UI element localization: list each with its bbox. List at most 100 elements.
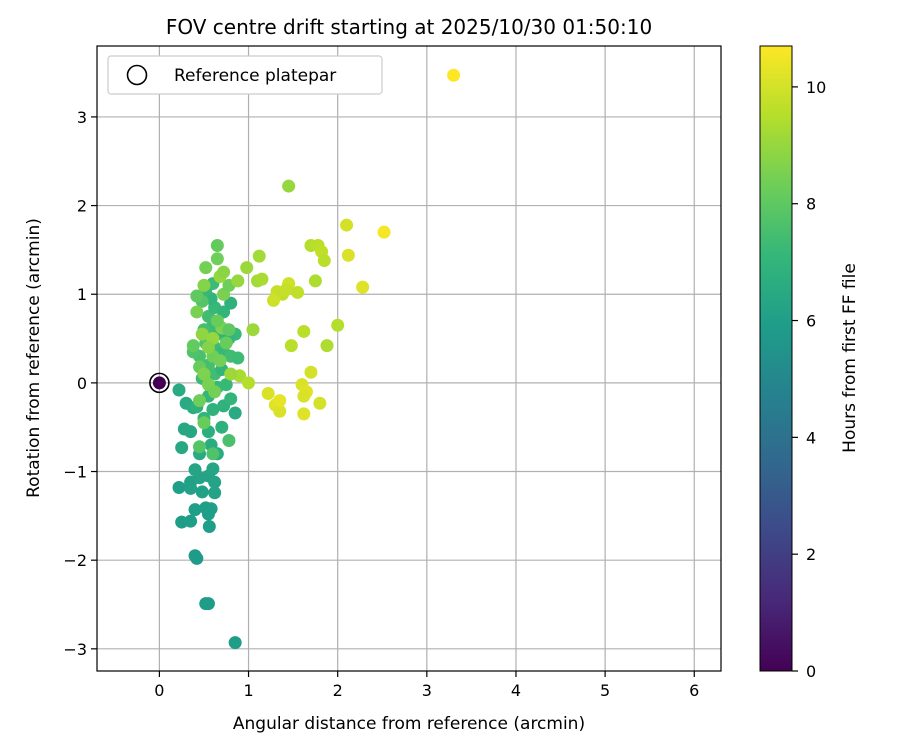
colorbar-tick-label: 0 — [806, 662, 816, 681]
legend: Reference platepar — [107, 55, 383, 95]
colorbar-tick-label: 6 — [806, 312, 816, 331]
data-point — [246, 323, 260, 337]
x-axis-label: Angular distance from reference (arcmin) — [233, 714, 585, 734]
data-point — [317, 254, 331, 268]
plot-area: 0 1 2 3 4 5 6 −3 −2 −1 0 1 2 3 — [63, 45, 722, 700]
data-point — [282, 179, 296, 193]
plot-frame — [96, 45, 722, 672]
data-point — [208, 486, 222, 500]
data-point — [201, 340, 215, 354]
data-point — [252, 249, 266, 263]
data-point — [202, 519, 216, 533]
data-point — [222, 434, 236, 448]
data-point — [208, 385, 222, 399]
data-point — [356, 280, 370, 294]
x-tick-label: 0 — [154, 681, 164, 700]
data-point — [184, 481, 198, 495]
legend-label: Reference platepar — [174, 66, 336, 86]
data-point — [224, 367, 238, 381]
x-tick-label: 3 — [422, 681, 432, 700]
y-tick-label: 3 — [77, 108, 87, 127]
data-point — [215, 420, 229, 434]
data-point — [210, 238, 224, 252]
x-tick-label: 6 — [689, 681, 699, 700]
y-tick-label: −3 — [63, 640, 87, 659]
data-point — [195, 327, 209, 341]
data-point — [184, 514, 198, 528]
reference-ring — [149, 372, 170, 394]
data-point — [297, 324, 311, 338]
legend-box — [107, 55, 383, 95]
data-point — [197, 278, 211, 292]
data-point — [231, 274, 245, 288]
data-point — [219, 378, 233, 392]
data-point — [231, 351, 245, 365]
y-axis-label: Rotation from reference (arcmin) — [24, 218, 44, 498]
data-point — [193, 440, 207, 454]
data-point — [190, 551, 204, 565]
colorbar-tick-label: 10 — [806, 78, 826, 97]
colorbar-ticks: 0 2 4 6 8 10 — [792, 78, 826, 681]
data-point — [284, 339, 298, 353]
legend-marker — [126, 64, 148, 86]
data-point — [210, 252, 224, 266]
data-point — [217, 265, 231, 279]
data-point — [206, 447, 220, 461]
data-point — [201, 597, 215, 611]
colorbar-gradient — [759, 45, 793, 672]
data-point — [190, 289, 204, 303]
data-point — [206, 402, 220, 416]
colorbar: 0 2 4 6 8 10 Hours from first FF file — [759, 45, 860, 681]
data-point — [313, 396, 327, 410]
data-point — [377, 225, 391, 239]
data-point — [210, 314, 224, 328]
x-tick-label: 5 — [600, 681, 610, 700]
data-point — [188, 463, 202, 477]
data-point — [267, 293, 281, 307]
data-point — [297, 389, 311, 403]
reference-point — [152, 376, 166, 390]
x-axis-ticks: 0 1 2 3 4 5 6 — [154, 671, 699, 700]
data-point — [447, 68, 461, 82]
x-tick-label: 2 — [333, 681, 343, 700]
colorbar-tick-label: 8 — [806, 195, 816, 214]
data-point — [222, 323, 236, 337]
data-point — [172, 383, 186, 397]
data-point — [304, 365, 318, 379]
data-point — [291, 285, 305, 299]
data-point — [240, 261, 254, 275]
data-point — [320, 339, 334, 353]
data-point — [175, 441, 189, 455]
data-point — [193, 394, 207, 408]
plot-background — [97, 46, 721, 671]
data-point — [224, 296, 238, 310]
colorbar-tick-label: 2 — [806, 545, 816, 564]
data-point — [261, 387, 275, 401]
colorbar-label: Hours from first FF file — [840, 263, 860, 453]
chart-title: FOV centre drift starting at 2025/10/30 … — [166, 15, 652, 39]
data-point — [172, 480, 186, 494]
x-tick-label: 1 — [243, 681, 253, 700]
data-point — [184, 425, 198, 439]
y-tick-label: −1 — [63, 463, 87, 482]
y-axis-ticks: −3 −2 −1 0 1 2 3 — [63, 108, 97, 659]
data-point — [340, 218, 354, 232]
data-point — [228, 406, 242, 420]
data-point — [308, 274, 322, 288]
data-point — [242, 376, 256, 390]
data-point — [279, 283, 293, 297]
y-tick-label: 2 — [77, 197, 87, 216]
data-point — [219, 336, 233, 350]
data-point — [341, 248, 355, 262]
data-point — [297, 407, 311, 421]
x-tick-label: 4 — [511, 681, 521, 700]
data-point — [197, 416, 211, 430]
y-tick-label: 0 — [77, 374, 87, 393]
data-points — [172, 68, 461, 650]
data-point — [255, 272, 269, 286]
data-point — [273, 394, 287, 408]
data-point — [206, 462, 220, 476]
data-point — [188, 503, 202, 517]
data-point — [199, 261, 213, 275]
